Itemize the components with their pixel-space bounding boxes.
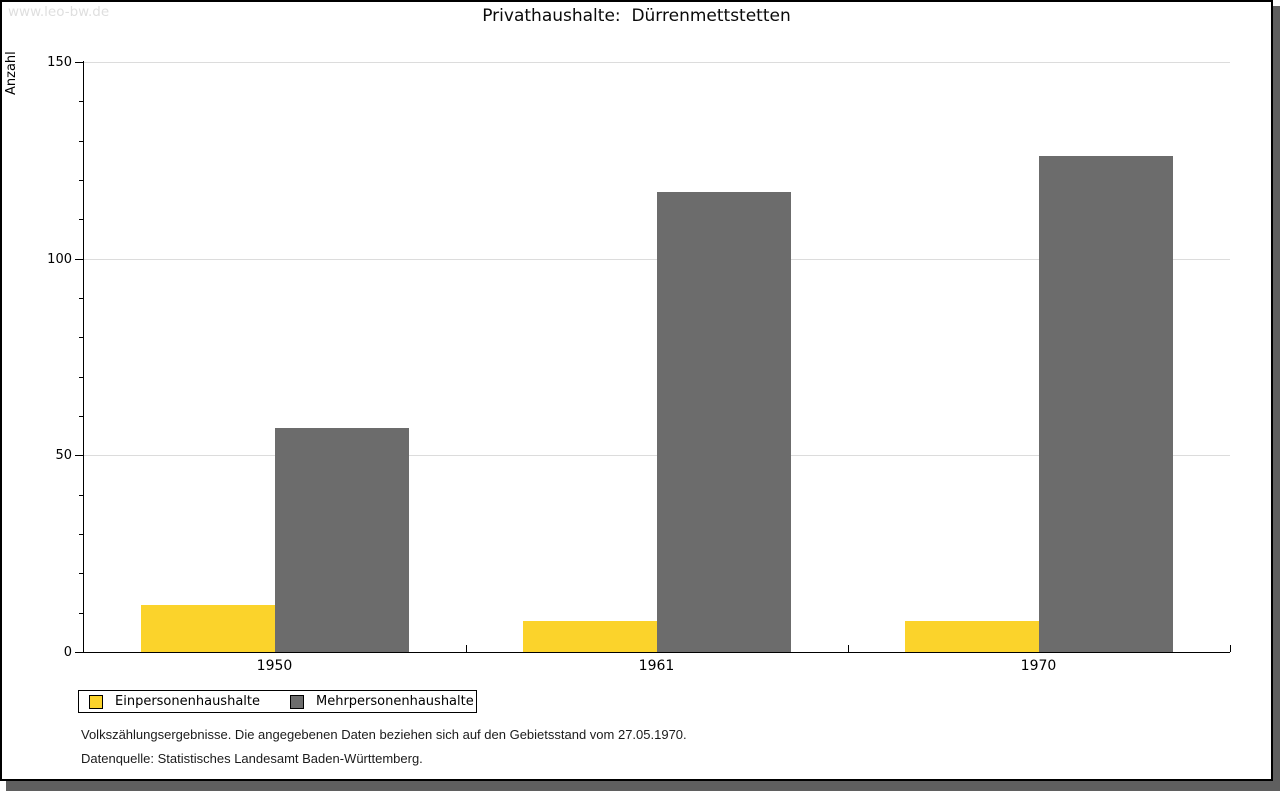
- y-minor-tick-10: [79, 612, 83, 614]
- y-major-tick-100: [75, 258, 83, 260]
- x-tick-label-1970: 1970: [1020, 658, 1057, 674]
- bar-mehrpersonenhaushalte-1950: [274, 427, 409, 652]
- legend-item-mehrpersonenhaushalte: Mehrpersonenhaushalte: [260, 694, 474, 709]
- y-axis-line: [83, 61, 84, 652]
- y-minor-tick-70: [79, 376, 83, 378]
- bar-einpersonenhaushalte-1970: [904, 620, 1039, 652]
- y-minor-tick-40: [79, 494, 83, 496]
- y-axis-label: Anzahl: [4, 51, 19, 95]
- legend-label-einpersonenhaushalte: Einpersonenhaushalte: [115, 694, 260, 709]
- bar-einpersonenhaushalte-1950: [140, 604, 275, 652]
- y-tick-label-150: 150: [47, 55, 72, 70]
- x-boundary-tick-2: [847, 645, 849, 652]
- chart-legend: Einpersonenhaushalte Mehrpersonenhaushal…: [78, 690, 477, 713]
- y-minor-tick-140: [79, 101, 83, 103]
- legend-label-mehrpersonenhaushalte: Mehrpersonenhaushalte: [316, 694, 474, 709]
- chart-title: Privathaushalte: Dürrenmettstetten: [482, 6, 791, 26]
- y-major-tick-0: [75, 652, 83, 653]
- y-minor-tick-110: [79, 219, 83, 221]
- gridline-150: [84, 62, 1230, 63]
- bar-einpersonenhaushalte-1961: [522, 620, 657, 652]
- y-tick-label-0: 0: [63, 645, 72, 660]
- footnote-data-source: Datenquelle: Statistisches Landesamt Bad…: [81, 751, 423, 766]
- y-minor-tick-90: [79, 298, 83, 299]
- legend-swatch-mehrpersonenhaushalte-icon: [290, 694, 304, 709]
- y-minor-tick-130: [79, 140, 83, 142]
- legend-item-einpersonenhaushalte: Einpersonenhaushalte: [79, 694, 260, 709]
- watermark-text: www.leo-bw.de: [8, 4, 110, 20]
- legend-swatch-einpersonenhaushalte-icon: [89, 694, 103, 709]
- y-minor-tick-30: [79, 534, 83, 535]
- y-tick-label-100: 100: [47, 251, 72, 267]
- x-tick-label-1950: 1950: [256, 658, 293, 674]
- bar-mehrpersonenhaushalte-1961: [656, 191, 791, 652]
- footnote-source-note: Volkszählungsergebnisse. Die angegebenen…: [81, 727, 687, 742]
- y-minor-tick-60: [79, 416, 83, 417]
- y-minor-tick-80: [79, 337, 83, 339]
- x-axis-line: [83, 652, 1230, 653]
- x-tick-label-1961: 1961: [638, 658, 675, 674]
- x-boundary-tick-1: [465, 645, 467, 652]
- y-minor-tick-120: [79, 180, 83, 181]
- y-minor-tick-20: [79, 573, 83, 575]
- y-major-tick-150: [75, 62, 83, 63]
- bar-mehrpersonenhaushalte-1970: [1038, 156, 1173, 652]
- x-boundary-tick-3: [1229, 645, 1231, 652]
- y-tick-label-50: 50: [55, 448, 72, 464]
- y-major-tick-50: [75, 455, 83, 457]
